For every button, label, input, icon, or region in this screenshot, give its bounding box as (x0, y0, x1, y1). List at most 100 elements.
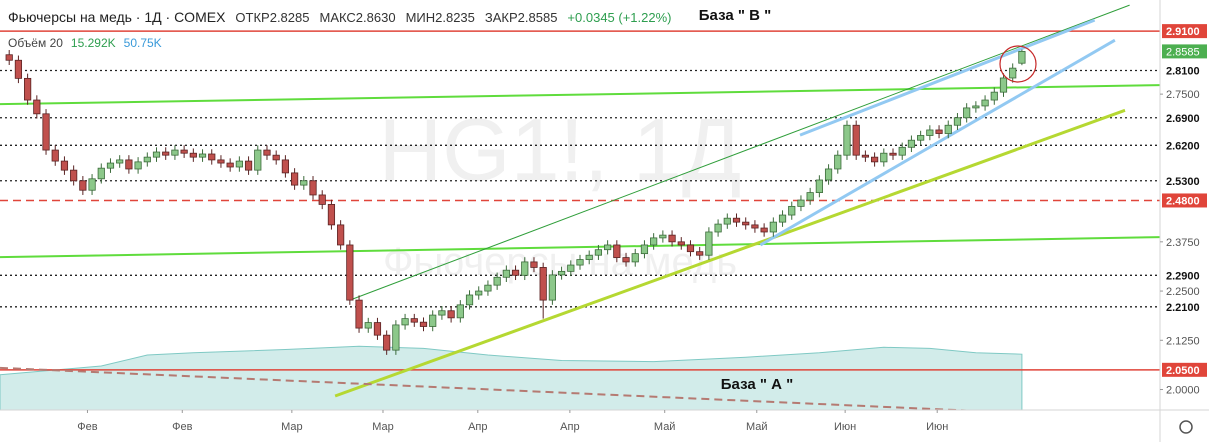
level-label: 2.0500 (1166, 365, 1200, 377)
level-label: 2.4800 (1166, 195, 1200, 207)
candle-body (337, 224, 345, 246)
candle-body (843, 124, 851, 156)
candle-body (760, 227, 768, 233)
x-tick-label: Май (746, 421, 768, 433)
candle-body (33, 99, 41, 115)
candle-body (70, 169, 78, 182)
last-price-badge (1162, 44, 1207, 59)
candle-body (650, 237, 658, 246)
candle-body (143, 156, 151, 163)
trendline (334, 108, 1126, 398)
level-label: 2.6900 (1166, 113, 1200, 125)
candle-body (824, 168, 833, 181)
candle-body (235, 160, 243, 168)
candle-body (511, 269, 520, 276)
price-badge (1162, 193, 1207, 208)
annotation: База " В " (699, 7, 771, 24)
candle-body (116, 159, 124, 164)
candle-body (788, 205, 796, 216)
settings-icon[interactable] (1179, 420, 1193, 434)
candle-body (355, 299, 363, 329)
candle-body (981, 99, 989, 107)
candle-body (898, 146, 906, 156)
ohlc-low: МИН2.8235 (405, 10, 475, 25)
trendline (799, 18, 1096, 137)
candle-body (705, 231, 713, 256)
candle-body (281, 159, 289, 174)
volume-value: 15.292K (70, 36, 116, 50)
candle-body (714, 223, 722, 233)
ohlc-high: МАКС2.8630 (319, 10, 396, 25)
trendline (349, 4, 1130, 301)
candle-body (272, 154, 280, 161)
candle-body (907, 139, 916, 148)
candle-body (576, 259, 584, 266)
candle-body (990, 91, 998, 101)
candle-body (484, 284, 492, 292)
candle-body (79, 180, 87, 191)
candle-body (226, 162, 234, 168)
candle-body (742, 221, 750, 226)
candle-body (659, 234, 667, 239)
candle-body (871, 156, 879, 163)
candle-body (852, 124, 860, 156)
candle-body (125, 159, 133, 170)
price-badge (1162, 24, 1207, 39)
candle-body (291, 172, 299, 186)
candle-body (963, 107, 971, 119)
candle-body (502, 269, 510, 278)
candle-body (769, 221, 777, 233)
candle-body (401, 318, 409, 326)
candle-body (732, 217, 741, 223)
x-tick-label: Мар (281, 421, 303, 433)
candle-body (189, 152, 197, 158)
candle-body (383, 334, 391, 351)
x-tick-label: Май (654, 421, 676, 433)
trendline (0, 366, 978, 410)
ohlc-close: ЗАКР2.8585 (484, 10, 558, 25)
candle-body (557, 270, 566, 276)
candle-body (797, 199, 805, 207)
candle-body (640, 244, 649, 255)
x-tick-label: Апр (468, 421, 487, 433)
candle-body (171, 149, 179, 156)
candle-body (539, 267, 547, 301)
candles-layer (5, 49, 1026, 355)
candle-body (318, 194, 326, 205)
candle-body (585, 254, 593, 260)
volume-ma-area (0, 345, 1023, 410)
chart-title: Фьючерсы на медь · 1Д · COMEX (8, 9, 226, 25)
level-label: 2.2900 (1166, 270, 1200, 282)
watermark-symbol: HG1!, 1Д (379, 100, 742, 199)
candle-body (696, 251, 704, 256)
candle-body (548, 274, 556, 301)
candle-body (723, 217, 731, 225)
candle-body (944, 124, 952, 134)
candle-body (309, 180, 317, 196)
candle-body (429, 314, 437, 327)
candle-body (686, 244, 695, 253)
candle-body (493, 276, 501, 286)
candle-body (530, 261, 538, 268)
candle-body (60, 160, 69, 171)
candle-body (935, 129, 943, 134)
level-label: 2.8100 (1166, 65, 1200, 77)
candle-body (953, 117, 962, 126)
candle-body (180, 149, 188, 154)
trendline (0, 236, 1160, 259)
candle-body (613, 244, 621, 258)
level-label: 2.6200 (1166, 140, 1200, 152)
volume-ma-value: 50.75K (123, 36, 162, 50)
candle-body (567, 264, 575, 272)
axes-layer: 2.9100 2.8100 2.6900 2.6200 2.5300 2.4800 2.29… (77, 24, 1207, 433)
candle-body (162, 151, 170, 156)
y-tick-label: 2.3750 (1166, 237, 1200, 249)
candle-body (88, 178, 96, 191)
candle-body (631, 253, 639, 263)
candle-body (14, 59, 23, 79)
candle-body (198, 153, 207, 158)
volume-legend: Объём 20 15.292K 50.75K (8, 36, 162, 50)
candle-body (815, 179, 823, 193)
